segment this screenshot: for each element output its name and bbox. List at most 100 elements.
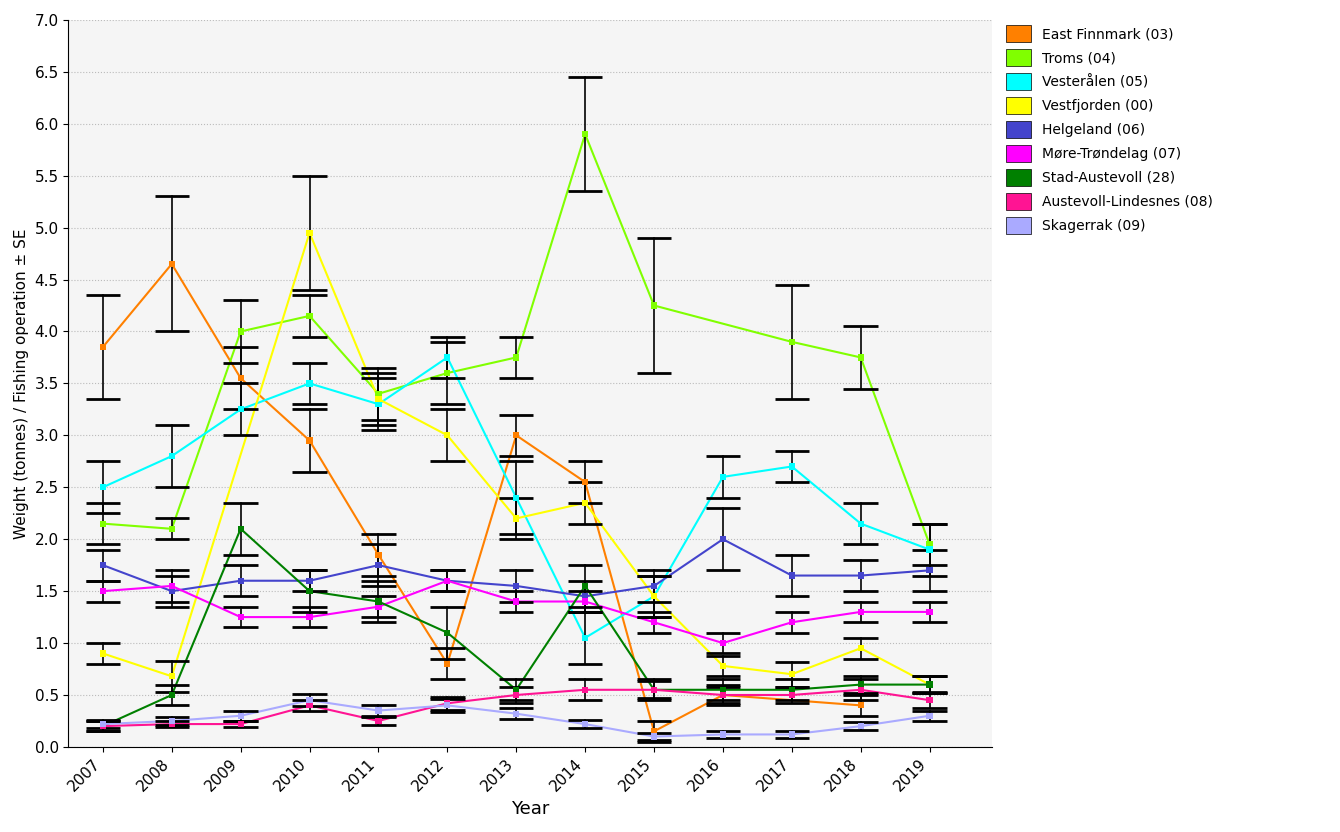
Point xyxy=(643,579,665,592)
Point xyxy=(850,678,871,691)
Point xyxy=(505,428,527,442)
Point xyxy=(919,543,941,557)
Point xyxy=(161,584,182,597)
Point xyxy=(161,449,182,463)
Point xyxy=(712,688,733,701)
Point xyxy=(437,574,458,587)
Point xyxy=(643,590,665,603)
Point xyxy=(575,475,596,488)
Point xyxy=(850,720,871,733)
Point xyxy=(575,496,596,509)
Point xyxy=(643,683,665,696)
Point xyxy=(367,600,389,613)
Point xyxy=(299,584,320,597)
Point xyxy=(437,657,458,671)
Point xyxy=(161,670,182,683)
Point xyxy=(230,372,252,385)
Point xyxy=(505,683,527,696)
Point xyxy=(643,725,665,738)
Point xyxy=(92,340,114,354)
Point xyxy=(230,611,252,624)
Point xyxy=(437,366,458,379)
Point xyxy=(712,659,733,672)
Point xyxy=(92,717,114,730)
Point xyxy=(437,699,458,712)
Point xyxy=(367,387,389,400)
Point xyxy=(161,688,182,701)
Point xyxy=(575,595,596,608)
Point xyxy=(850,517,871,530)
Y-axis label: Weight (tonnes) / Fishing operation ± SE: Weight (tonnes) / Fishing operation ± SE xyxy=(13,228,29,538)
Point xyxy=(161,717,182,730)
Point xyxy=(230,522,252,536)
Point xyxy=(712,470,733,483)
Point xyxy=(643,299,665,312)
Point xyxy=(230,574,252,587)
Point xyxy=(230,717,252,730)
Point xyxy=(643,683,665,696)
Point xyxy=(367,715,389,728)
Point xyxy=(643,590,665,603)
Point xyxy=(92,646,114,660)
Point xyxy=(919,709,941,722)
Point xyxy=(919,537,941,551)
Point xyxy=(712,688,733,701)
Point xyxy=(781,616,803,629)
Point xyxy=(781,688,803,701)
Point xyxy=(575,590,596,603)
Point xyxy=(230,403,252,416)
Point xyxy=(781,335,803,349)
Legend: East Finnmark (03), Troms (04), Vesterålen (05), Vestfjorden (00), Helgeland (06: East Finnmark (03), Troms (04), Vesterål… xyxy=(1001,20,1219,239)
Point xyxy=(575,683,596,696)
Point xyxy=(92,481,114,494)
Point xyxy=(781,667,803,681)
Point xyxy=(919,694,941,707)
Point xyxy=(575,717,596,730)
Point xyxy=(712,683,733,696)
Point xyxy=(299,694,320,707)
Point xyxy=(367,595,389,608)
Point xyxy=(505,512,527,525)
Point xyxy=(505,707,527,721)
Point xyxy=(299,377,320,390)
Point xyxy=(505,688,527,701)
Point xyxy=(161,522,182,536)
Point xyxy=(299,310,320,323)
Point xyxy=(437,696,458,710)
Point xyxy=(299,574,320,587)
Point xyxy=(161,257,182,270)
Point xyxy=(575,579,596,592)
Point xyxy=(367,548,389,562)
Point xyxy=(919,564,941,577)
Point xyxy=(505,351,527,364)
Point xyxy=(505,491,527,504)
Point xyxy=(299,226,320,240)
Point xyxy=(437,428,458,442)
Point xyxy=(850,699,871,712)
Point xyxy=(781,728,803,741)
Point xyxy=(230,324,252,338)
Point xyxy=(575,631,596,645)
Point xyxy=(437,351,458,364)
Point xyxy=(850,351,871,364)
Point xyxy=(575,127,596,141)
Point xyxy=(367,398,389,411)
Point xyxy=(92,720,114,733)
Point xyxy=(437,626,458,639)
Point xyxy=(505,579,527,592)
Point xyxy=(437,574,458,587)
X-axis label: Year: Year xyxy=(511,800,549,818)
Point xyxy=(712,532,733,546)
Point xyxy=(92,517,114,530)
Point xyxy=(92,584,114,597)
Point xyxy=(781,460,803,473)
Point xyxy=(781,683,803,696)
Point xyxy=(919,678,941,691)
Point xyxy=(161,579,182,592)
Point xyxy=(92,558,114,572)
Point xyxy=(299,699,320,712)
Point xyxy=(367,704,389,717)
Point xyxy=(505,595,527,608)
Point xyxy=(230,709,252,722)
Point xyxy=(161,715,182,728)
